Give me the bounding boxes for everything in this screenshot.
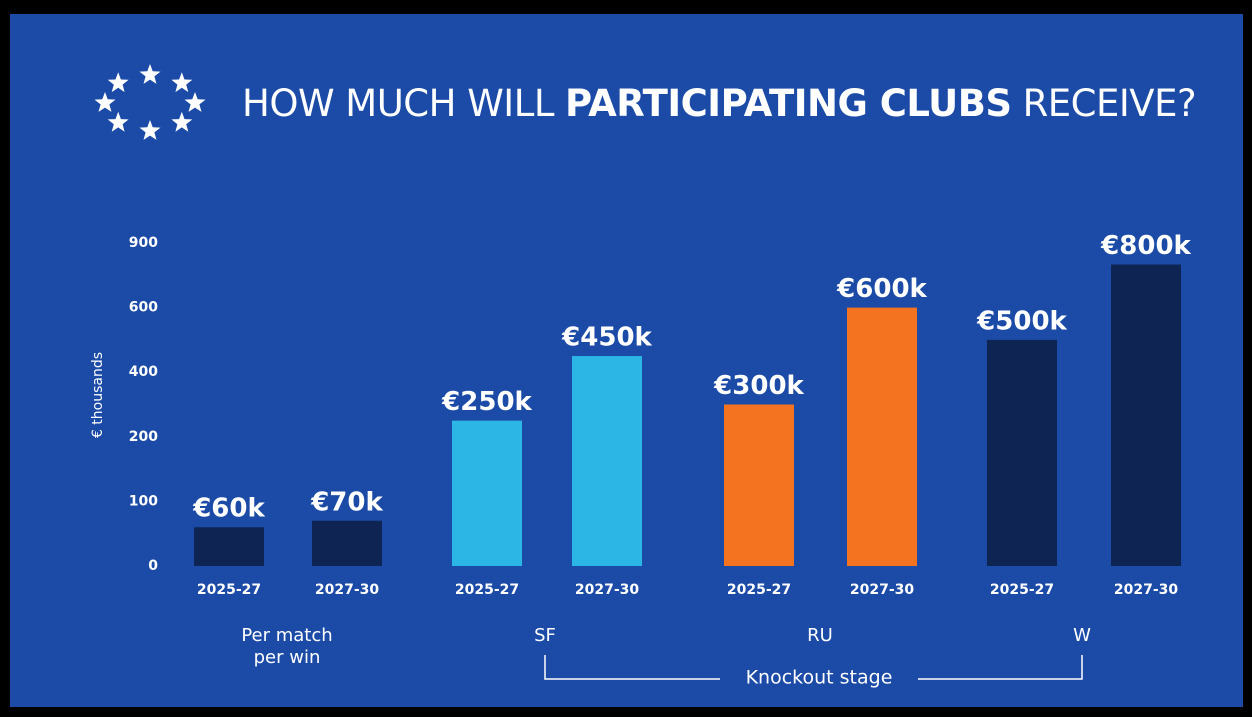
bar xyxy=(1111,264,1181,566)
x-tick-label: 2025-27 xyxy=(990,582,1054,598)
value-label: €800k xyxy=(1100,231,1191,261)
bar xyxy=(194,527,264,566)
y-tick-label: 100 xyxy=(129,493,158,509)
logo-star xyxy=(171,72,193,93)
bracket-label: Knockout stage xyxy=(746,667,893,689)
y-tick-label: 900 xyxy=(129,235,158,251)
value-label: €60k xyxy=(192,494,265,524)
title: HOW MUCH WILL PARTICIPATING CLUBS RECEIVE? xyxy=(242,82,1207,125)
bracket-right xyxy=(918,655,1083,680)
y-tick-label: 400 xyxy=(129,364,158,380)
value-label: €500k xyxy=(976,306,1067,336)
x-tick-label: 2027-30 xyxy=(850,582,915,598)
logo-star xyxy=(94,92,116,112)
group-label: W xyxy=(1073,625,1091,646)
bar xyxy=(847,307,917,566)
y-tick-label: 200 xyxy=(129,429,158,445)
bar xyxy=(572,356,642,566)
y-tick-label: 600 xyxy=(129,300,158,316)
group-label: Per match per win xyxy=(241,625,333,668)
value-label: €250k xyxy=(441,387,532,417)
x-tick-label: 2027-30 xyxy=(315,582,380,598)
title-part: HOW MUCH WILL xyxy=(242,82,554,125)
y-tick-label: 0 xyxy=(148,558,158,574)
logo-star xyxy=(184,92,206,112)
logo-star xyxy=(139,120,161,140)
x-tick-label: 2025-27 xyxy=(197,582,261,598)
bar xyxy=(452,420,522,566)
logo-star xyxy=(107,72,129,93)
title-part-bold: PARTICIPATING CLUBS xyxy=(564,82,1012,125)
logo-star xyxy=(107,111,129,132)
x-tick-label: 2027-30 xyxy=(1114,582,1179,598)
logo-star xyxy=(139,64,161,84)
value-label: €450k xyxy=(561,323,652,353)
group-label: RU xyxy=(807,625,833,646)
bar xyxy=(724,404,794,566)
value-label: €70k xyxy=(310,487,383,517)
bar xyxy=(987,339,1057,566)
value-label: €300k xyxy=(713,371,804,401)
logo xyxy=(94,64,206,140)
bracket-left xyxy=(544,655,720,680)
x-tick-label: 2027-30 xyxy=(575,582,640,598)
group-label: SF xyxy=(534,625,556,646)
title-part: RECEIVE? xyxy=(1022,82,1197,125)
x-tick-label: 2025-27 xyxy=(455,582,519,598)
logo-star xyxy=(171,111,193,132)
value-label: €600k xyxy=(836,274,927,304)
y-axis-label: € thousands xyxy=(90,352,106,438)
x-tick-label: 2025-27 xyxy=(727,582,791,598)
bar xyxy=(312,520,382,566)
